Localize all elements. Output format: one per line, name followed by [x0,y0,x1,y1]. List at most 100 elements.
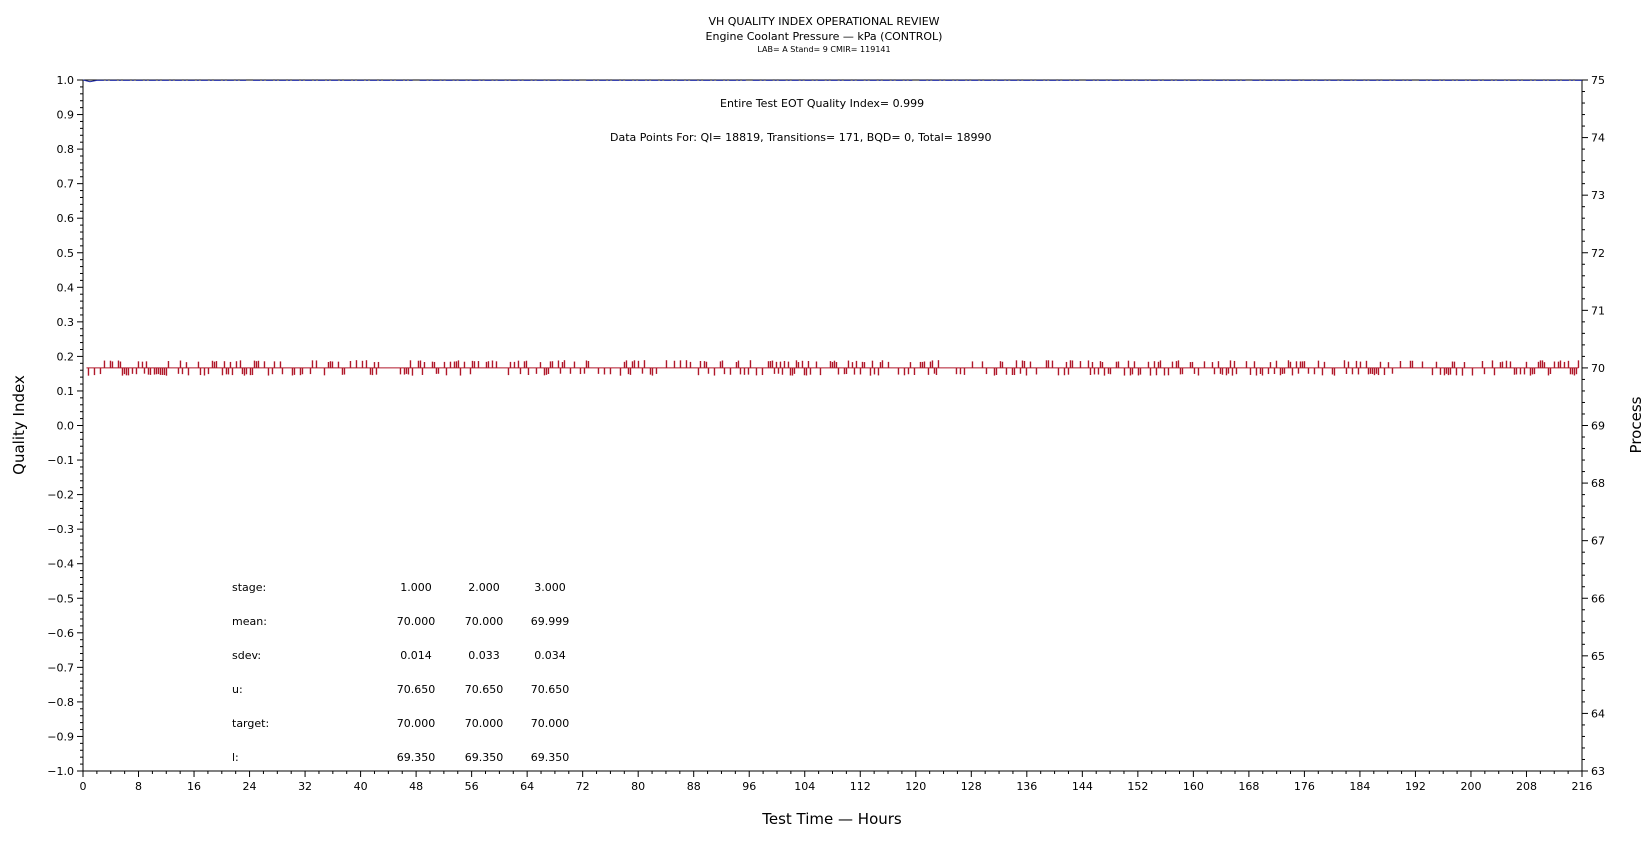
x-tick-label: 184 [1349,780,1370,793]
chart-info: LAB= A Stand= 9 CMIR= 119141 [757,45,890,54]
y-tick-label: −0.5 [47,592,74,605]
stats-value: 70.650 [465,683,504,696]
y-tick-label: 0.7 [57,178,75,191]
y2-tick-label: 63 [1591,765,1605,778]
stats-value: 70.650 [397,683,436,696]
y-tick-label: 0.2 [57,350,75,363]
x-tick-label: 216 [1572,780,1593,793]
x-tick-label: 160 [1183,780,1204,793]
x-tick-label: 208 [1516,780,1537,793]
eot-quality-index: Entire Test EOT Quality Index= 0.999 [720,97,924,110]
chart-title: VH QUALITY INDEX OPERATIONAL REVIEW [708,15,939,28]
stats-label: l: [232,751,239,764]
x-tick-label: 24 [243,780,257,793]
y2-tick-label: 66 [1591,592,1605,605]
stats-value: 0.033 [468,649,500,662]
x-tick-label: 168 [1238,780,1259,793]
x-tick-label: 40 [354,780,368,793]
y-tick-label: 1.0 [57,74,75,87]
y-tick-label: 0.0 [57,420,75,433]
x-tick-label: 152 [1127,780,1148,793]
stats-value: 69.350 [531,751,570,764]
y-tick-label: 0.8 [57,143,75,156]
stats-value: 69.350 [465,751,504,764]
x-tick-label: 120 [905,780,926,793]
qi-start-segment [82,79,97,83]
y-tick-label: 0.1 [57,385,75,398]
stats-value: 1.000 [400,581,432,594]
y-tick-label: −0.3 [47,523,74,536]
stats-value: 0.014 [400,649,432,662]
y-tick-label: −0.8 [47,696,74,709]
y-axis-label: Quality Index [10,375,28,475]
stats-label: u: [232,683,243,696]
y-tick-label: −1.0 [47,765,74,778]
y-tick-label: −0.2 [47,489,74,502]
stats-value: 70.000 [531,717,570,730]
y2-tick-label: 67 [1591,535,1605,548]
x-tick-label: 32 [298,780,312,793]
y-tick-label: 0.3 [57,316,75,329]
y2-tick-label: 75 [1591,74,1605,87]
y-tick-label: −0.6 [47,627,74,640]
x-tick-label: 48 [409,780,423,793]
x-tick-label: 144 [1072,780,1093,793]
x-tick-label: 0 [80,780,87,793]
stats-value: 0.034 [534,649,566,662]
stats-value: 3.000 [534,581,566,594]
y-axis-right: 75 74 73 72 71 70 69 68 67 66 65 64 63 [1582,74,1605,778]
stats-label: sdev: [232,649,261,662]
x-tick-label: 8 [135,780,142,793]
chart-subtitle: Engine Coolant Pressure — kPa (CONTROL) [706,30,943,43]
plot-frame [82,79,1583,772]
quality-index-series [82,79,1582,83]
stats-value: 70.650 [531,683,570,696]
x-tick-label: 64 [520,780,534,793]
y-tick-label: −0.1 [47,454,74,467]
x-axis: 0 8 16 24 32 40 48 56 64 72 80 88 96 104 112 120 128 136 1… [80,771,1593,793]
x-tick-label: 176 [1294,780,1315,793]
x-tick-label: 192 [1405,780,1426,793]
y2-tick-label: 70 [1591,362,1605,375]
x-tick-label: 96 [742,780,756,793]
data-points-summary: Data Points For: QI= 18819, Transitions=… [610,131,992,144]
y2-tick-label: 68 [1591,477,1605,490]
x-tick-label: 80 [631,780,645,793]
stats-value: 70.000 [397,717,436,730]
stats-value: 2.000 [468,581,500,594]
y2-axis-label: Process [1627,396,1645,453]
x-tick-label: 56 [465,780,479,793]
y-tick-label: 0.6 [57,212,75,225]
x-tick-label: 88 [687,780,701,793]
x-tick-label: 112 [850,780,871,793]
y2-tick-label: 71 [1591,304,1605,317]
y-tick-label: −0.7 [47,661,74,674]
stats-table: stage: 1.000 2.000 3.000 mean: 70.000 70.000 69… [232,581,569,764]
process-series [86,360,1580,376]
y2-tick-label: 74 [1591,132,1605,145]
x-tick-label: 104 [794,780,815,793]
stats-label: mean: [232,615,267,628]
stats-value: 69.999 [531,615,570,628]
y2-tick-label: 69 [1591,420,1605,433]
stats-label: target: [232,717,269,730]
stats-value: 70.000 [465,717,504,730]
x-tick-label: 128 [961,780,982,793]
y-axis-left: 1.0 0.9 0.8 0.7 0.6 0.5 0.4 0.3 0.2 0.1 0.0 −0.1 −0.… [47,74,83,778]
stats-value: 70.000 [465,615,504,628]
stats-value: 70.000 [397,615,436,628]
stats-value: 69.350 [397,751,436,764]
x-tick-label: 72 [576,780,590,793]
y2-tick-label: 72 [1591,247,1605,260]
x-axis-label: Test Time — Hours [761,810,902,828]
y-tick-label: 0.5 [57,247,75,260]
y-tick-label: −0.4 [47,558,74,571]
x-tick-label: 136 [1016,780,1037,793]
y-tick-label: 0.4 [57,281,75,294]
y2-tick-label: 65 [1591,650,1605,663]
y-tick-label: −0.9 [47,730,74,743]
stats-label: stage: [232,581,266,594]
x-tick-label: 200 [1460,780,1481,793]
y2-tick-label: 64 [1591,707,1605,720]
